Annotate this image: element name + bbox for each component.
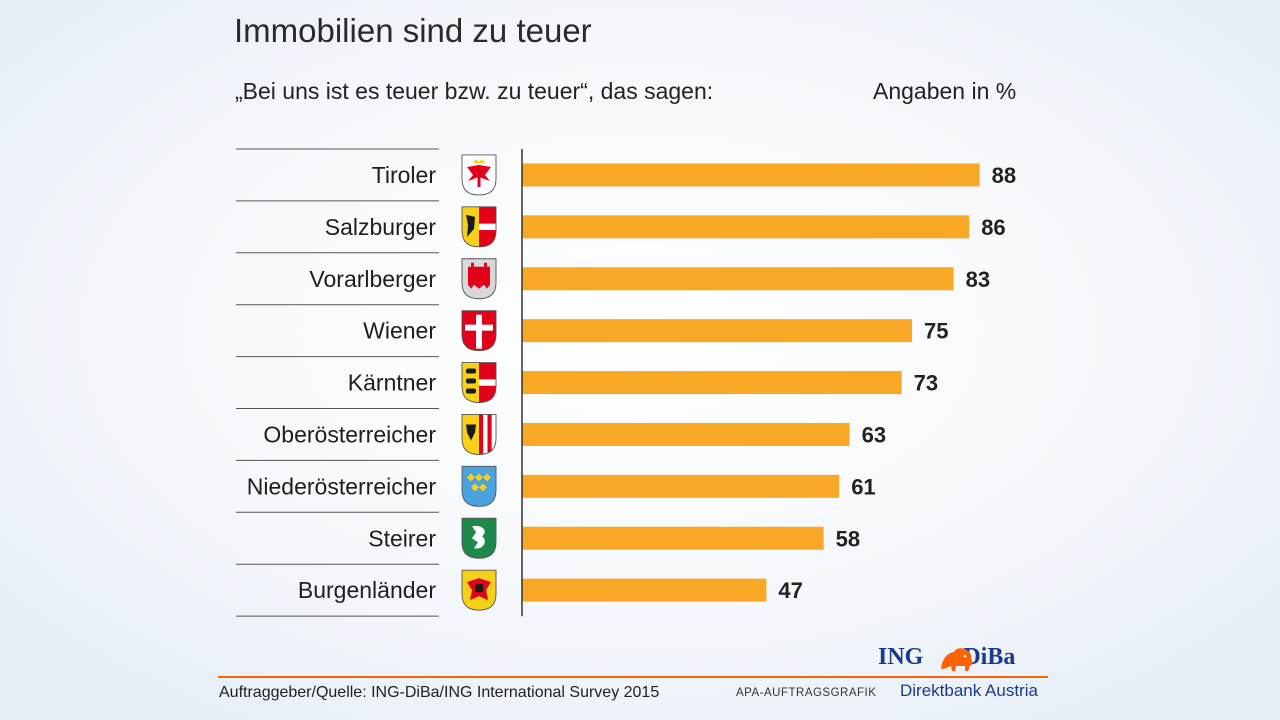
banner-shape bbox=[468, 266, 490, 289]
burgenland-coat-of-arms-icon bbox=[461, 569, 497, 611]
lion-icon bbox=[941, 648, 973, 671]
graphic-credit: APA-AUFTRAGSGRAFIK bbox=[736, 687, 877, 699]
icon-pale bbox=[483, 414, 488, 455]
icon-fill bbox=[462, 258, 496, 299]
category-label: Wiener bbox=[363, 318, 436, 344]
eagle-shape bbox=[466, 424, 476, 441]
icon-outline bbox=[461, 517, 497, 559]
icon-fill bbox=[462, 414, 496, 455]
icon-outline bbox=[461, 206, 497, 248]
crown-shape bbox=[473, 158, 485, 163]
icon-outline bbox=[461, 465, 497, 507]
icon-pale bbox=[479, 414, 484, 455]
logo-brand-left: ING bbox=[878, 644, 924, 670]
category-label: Oberösterreicher bbox=[263, 421, 436, 447]
value-label: 63 bbox=[862, 422, 886, 447]
value-label: 88 bbox=[992, 163, 1016, 188]
cross-horizontal bbox=[465, 324, 493, 331]
icon-pale bbox=[487, 414, 492, 455]
lion-shape bbox=[466, 368, 476, 374]
bar bbox=[522, 422, 850, 446]
chart-subtitle: „Bei uns ist es teuer bzw. zu teuer“, da… bbox=[235, 78, 714, 104]
cross-vertical bbox=[476, 314, 482, 349]
lion-shape bbox=[466, 378, 476, 384]
bar bbox=[522, 163, 980, 187]
oberoesterreich-coat-of-arms-icon bbox=[461, 414, 497, 455]
icon-pale bbox=[491, 414, 496, 455]
eagle-small-shape bbox=[479, 483, 487, 492]
category-label: Tiroler bbox=[372, 162, 437, 188]
banner-ring bbox=[471, 262, 474, 267]
value-label: 83 bbox=[966, 267, 990, 292]
eagle-small-shape bbox=[475, 473, 483, 482]
source-note: Auftraggeber/Quelle: ING-DiBa/ING Intern… bbox=[219, 684, 660, 701]
lion-shape bbox=[466, 214, 475, 237]
tirol-coat-of-arms-icon bbox=[461, 154, 497, 196]
bar bbox=[522, 474, 840, 498]
vorarlberg-coat-of-arms-icon bbox=[461, 258, 497, 300]
eagle-tail bbox=[477, 176, 481, 187]
eagle-small-shape bbox=[467, 473, 475, 482]
eagle-small-shape bbox=[471, 483, 479, 492]
category-label: Kärntner bbox=[348, 370, 437, 396]
banner-ring bbox=[484, 262, 487, 267]
icon-outline bbox=[461, 569, 497, 611]
unit-label: Angaben in % bbox=[873, 78, 1017, 104]
bar bbox=[522, 526, 824, 550]
eagle-small-shape bbox=[483, 473, 491, 482]
panther-shape bbox=[472, 525, 485, 549]
value-label: 61 bbox=[851, 474, 875, 499]
value-label: 47 bbox=[778, 578, 802, 603]
icon-fill bbox=[462, 362, 496, 403]
ing-diba-logo: ING DiBa Direktbank Austria bbox=[878, 644, 1050, 704]
category-label: Steirer bbox=[368, 525, 436, 551]
category-label: Niederösterreicher bbox=[247, 473, 437, 499]
value-label: 75 bbox=[924, 319, 948, 344]
lion-shape bbox=[466, 388, 476, 394]
logo-tagline: Direktbank Austria bbox=[900, 681, 1038, 700]
value-label: 58 bbox=[836, 526, 860, 551]
logo-wordmark: ING DiBa bbox=[878, 644, 1015, 671]
icon-outline bbox=[461, 414, 497, 455]
kaernten-coat-of-arms-icon bbox=[461, 362, 497, 404]
breast-shield bbox=[475, 584, 483, 593]
category-label: Vorarlberger bbox=[309, 266, 436, 292]
category-label: Burgenländer bbox=[298, 577, 436, 603]
bar bbox=[522, 371, 902, 395]
icon-outline bbox=[461, 258, 497, 300]
footer-divider bbox=[218, 676, 1048, 678]
steiermark-coat-of-arms-icon bbox=[461, 517, 497, 559]
icon-field bbox=[462, 466, 496, 507]
eagle-shape bbox=[467, 164, 491, 181]
wien-coat-of-arms-icon bbox=[461, 310, 497, 352]
chart-title: Immobilien sind zu teuer bbox=[234, 12, 592, 49]
icon-fill bbox=[462, 518, 496, 559]
icon-fill bbox=[462, 154, 496, 195]
niederoesterreich-coat-of-arms-icon bbox=[461, 465, 497, 507]
icon-bar bbox=[479, 379, 496, 386]
icon-fill bbox=[462, 310, 496, 351]
bar bbox=[522, 319, 912, 343]
salzburg-coat-of-arms-icon bbox=[461, 206, 497, 248]
value-label: 86 bbox=[981, 215, 1005, 240]
icon-fill bbox=[462, 570, 496, 611]
category-label: Salzburger bbox=[325, 214, 437, 240]
value-label: 73 bbox=[914, 371, 938, 396]
bar bbox=[522, 578, 767, 602]
bar bbox=[522, 267, 954, 291]
logo-brand-right: DiBa bbox=[963, 644, 1016, 670]
icon-outline bbox=[461, 310, 497, 352]
icon-fill bbox=[462, 206, 496, 247]
bar bbox=[522, 215, 970, 239]
icon-outline bbox=[461, 154, 497, 196]
icon-outline bbox=[461, 362, 497, 404]
icon-bar bbox=[479, 223, 496, 231]
icon-fill bbox=[462, 466, 496, 507]
